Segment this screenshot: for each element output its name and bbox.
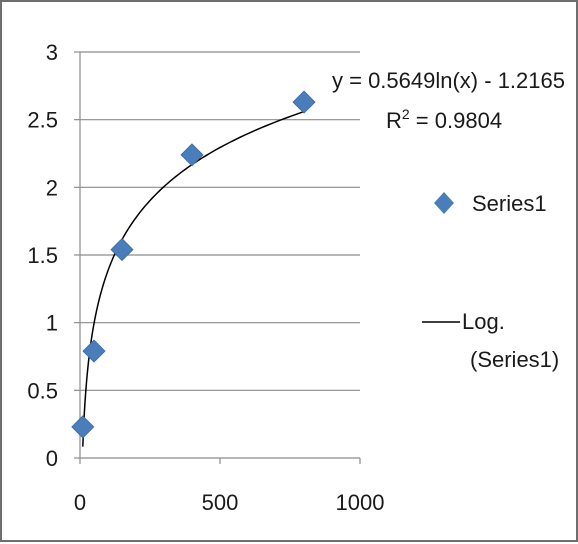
- y-tick-label-3: 1.5: [27, 243, 58, 268]
- r-squared-superscript: 2: [402, 106, 410, 122]
- y-tick-label-0: 0: [46, 446, 58, 471]
- gridlines: [80, 51, 360, 391]
- y-tick-label-2: 1: [46, 311, 58, 336]
- data-point-0: [71, 415, 95, 439]
- x-tick-label-1: 500: [202, 490, 239, 515]
- x-tick-labels: 0 500 1000: [74, 490, 385, 515]
- data-point-4: [292, 90, 316, 114]
- legend-series1-label: Series1: [472, 191, 547, 216]
- legend-trendline-label: Log.: [462, 309, 505, 334]
- x-tick-label-0: 0: [74, 490, 86, 515]
- trendline-layer: [82, 110, 305, 447]
- y-tick-label-4: 2: [46, 175, 58, 200]
- legend-trendline-label-line2: (Series1): [470, 347, 559, 372]
- y-tick-label-1: 0.5: [27, 378, 58, 403]
- y-tick-labels: 0 0.5 1 1.5 2 2.5 3: [27, 40, 58, 471]
- r-squared-label: R2 = 0.9804: [386, 106, 502, 133]
- data-points: [71, 90, 316, 439]
- log-trendline: [82, 110, 305, 447]
- r-squared-value: = 0.9804: [410, 108, 502, 133]
- legend: Series1 Log. (Series1): [422, 191, 559, 372]
- trendline-equation: y = 0.5649ln(x) - 1.2165: [332, 68, 565, 93]
- r-squared-prefix: R: [386, 108, 402, 133]
- axes: [74, 51, 361, 464]
- data-point-1: [82, 339, 106, 363]
- y-tick-label-5: 2.5: [27, 108, 58, 133]
- data-point-2: [110, 238, 134, 262]
- data-point-3: [180, 143, 204, 167]
- x-tick-label-2: 1000: [336, 490, 385, 515]
- y-tick-label-6: 3: [46, 40, 58, 65]
- legend-diamond-marker: [434, 192, 454, 214]
